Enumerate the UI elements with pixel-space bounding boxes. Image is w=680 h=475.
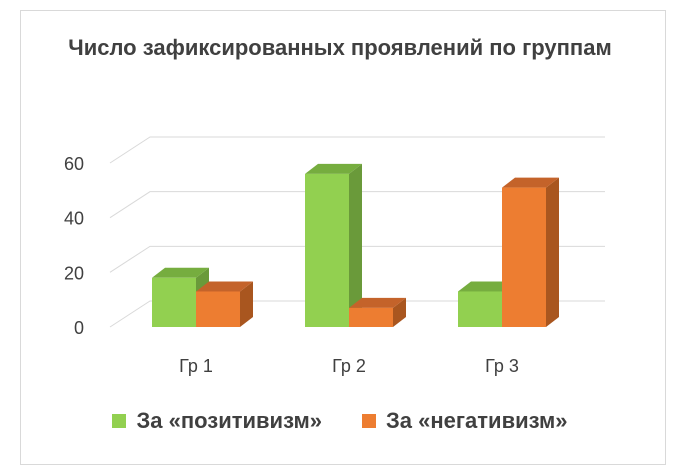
bar-top bbox=[349, 297, 406, 308]
bar bbox=[305, 173, 349, 327]
legend-item-positivism: За «позитивизм» bbox=[112, 408, 322, 434]
bar-top bbox=[305, 163, 362, 174]
y-tick-label: 20 bbox=[64, 263, 84, 283]
bar-top bbox=[196, 281, 253, 292]
legend-swatch-negativism bbox=[361, 414, 376, 428]
bar-side bbox=[349, 163, 362, 327]
chart-title: Число зафиксированных проявлений по груп… bbox=[68, 35, 612, 60]
x-category-label: Гр 3 bbox=[485, 356, 519, 376]
gridline bbox=[109, 300, 605, 328]
bar-side bbox=[240, 281, 253, 327]
gridline bbox=[109, 191, 605, 219]
bar-top bbox=[152, 267, 209, 278]
gridline bbox=[109, 136, 605, 164]
bar bbox=[152, 277, 196, 327]
bar bbox=[196, 291, 240, 327]
legend-item-negativism: За «негативизм» bbox=[361, 408, 568, 434]
bar bbox=[502, 187, 546, 327]
y-tick-label: 0 bbox=[74, 318, 84, 338]
gridline bbox=[109, 245, 605, 273]
bar bbox=[349, 307, 393, 327]
bar-side bbox=[546, 177, 559, 327]
legend-label-negativism: За «негативизм» bbox=[385, 408, 568, 433]
legend-swatch-positivism bbox=[112, 414, 127, 428]
bar-side bbox=[393, 297, 406, 327]
bar-top bbox=[458, 281, 515, 292]
bar bbox=[458, 291, 502, 327]
y-tick-label: 40 bbox=[64, 209, 84, 229]
legend-label-positivism: За «позитивизм» bbox=[136, 408, 322, 433]
bar-top bbox=[502, 177, 559, 188]
y-tick-label: 60 bbox=[64, 154, 84, 174]
x-category-label: Гр 2 bbox=[332, 356, 366, 376]
legend: За «позитивизм» За «негативизм» bbox=[0, 408, 680, 434]
x-category-label: Гр 1 bbox=[179, 356, 213, 376]
